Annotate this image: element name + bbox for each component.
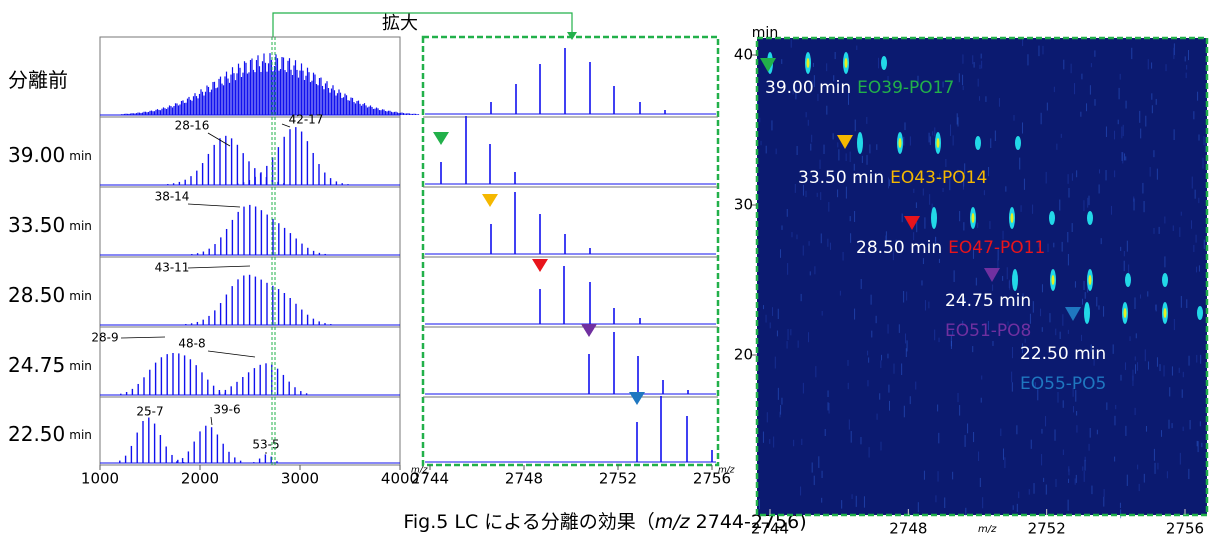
row-unit: min (69, 428, 92, 442)
spot-core (972, 213, 975, 223)
peak-arrow (208, 351, 255, 357)
spot (1012, 269, 1018, 291)
annotation-time: 39.00 min (765, 78, 851, 98)
spot (1197, 306, 1203, 320)
x-tick-label: 2752 (599, 470, 637, 488)
spot (881, 56, 887, 70)
caption: Fig.5 LC による分離の効果（m/z 2744-2756) (403, 511, 806, 533)
spot (857, 132, 863, 154)
row-unit: min (69, 289, 92, 303)
marker (532, 259, 548, 272)
spot (1162, 273, 1168, 287)
x-tick-label: 2748 (889, 520, 927, 537)
spot (1087, 211, 1093, 225)
y-tick-label: 40 (734, 46, 753, 64)
peak-label: 28-9 (91, 331, 118, 345)
peak-label: 38-14 (155, 190, 190, 204)
spot-core (845, 58, 848, 68)
row-time: 33.50 (8, 213, 65, 237)
annotation-time: 24.75 min (945, 291, 1031, 311)
x-label: m/z (978, 524, 997, 535)
peak-label: 39-6 (213, 403, 240, 417)
y-label: min (752, 25, 778, 41)
x-tick-label: 2744 (751, 520, 789, 537)
spot (1125, 273, 1131, 287)
row-unit: min (69, 359, 92, 373)
annotation-compound: EO55-PO5 (1020, 374, 1106, 394)
spot-core (1124, 308, 1127, 318)
middle-frame (423, 37, 718, 465)
peak-label: 43-11 (155, 261, 190, 275)
annotation-compound: EO43-PO14 (890, 168, 987, 188)
zoom-bracket (273, 13, 572, 38)
x-tick-label: 1000 (81, 470, 119, 488)
row-unit: min (69, 149, 92, 163)
annotation-time: 28.50 min (856, 238, 942, 258)
row-unit: min (69, 219, 92, 233)
y-tick-label: 20 (734, 346, 753, 364)
row-label: 分離前 (8, 68, 68, 92)
spot (1084, 302, 1090, 324)
x-tick-label: 2752 (1028, 520, 1066, 537)
x-tick-label: 2748 (505, 470, 543, 488)
row-time: 22.50 (8, 422, 65, 446)
caption-prefix: Fig.5 LC による分離の効果（ (403, 511, 654, 533)
x-tick-label: 2000 (181, 470, 219, 488)
spot (1049, 211, 1055, 225)
marker (482, 194, 498, 207)
row-time: 39.00 (8, 143, 65, 167)
peak-label: 42-17 (289, 113, 324, 127)
row-label: 24.75 min (8, 353, 92, 377)
x-unit: m/z (411, 466, 428, 476)
x-tick-label: 3000 (281, 470, 319, 488)
spot (975, 136, 981, 150)
row-label: 22.50 min (8, 422, 92, 446)
zoom-label: 拡大 (382, 13, 418, 34)
peak-arrow (188, 204, 240, 207)
marker (581, 324, 597, 337)
marker (629, 392, 645, 405)
spot-core (1164, 308, 1167, 318)
spot-core (899, 138, 902, 148)
caption-mz: m/z (655, 511, 691, 533)
row-label: 33.50 min (8, 213, 92, 237)
figure: 拡大 Fig.5 LC による分離の効果（m/z 2744-2756) 1000… (0, 0, 1211, 536)
spot-core (1089, 275, 1092, 285)
annotation-compound: EO39-PO17 (857, 78, 954, 98)
spot-core (1052, 275, 1055, 285)
annotation-time: 33.50 min (798, 168, 884, 188)
annotation-compound: EO47-PO11 (948, 238, 1045, 258)
peak-label: 53-5 (252, 438, 279, 452)
annotation-time: 22.50 min (1020, 344, 1106, 364)
spot-core (807, 58, 810, 68)
row-time: 分離前 (8, 68, 68, 92)
heatmap-bg (757, 38, 1207, 515)
peak-arrow (121, 337, 165, 338)
spot (1015, 136, 1021, 150)
spot (931, 207, 937, 229)
y-tick-label: 30 (734, 196, 753, 214)
marker (433, 132, 449, 145)
spot-core (1011, 213, 1014, 223)
annotation-compound: EO51-PO8 (945, 321, 1031, 341)
row-label: 39.00 min (8, 143, 92, 167)
peak-label: 28-16 (175, 119, 210, 133)
peak-arrow (208, 133, 230, 146)
row-time: 24.75 (8, 353, 65, 377)
page: 拡大 Fig.5 LC による分離の効果（m/z 2744-2756) 1000… (0, 0, 1211, 540)
peak-label: 48-8 (178, 337, 205, 351)
row-label: 28.50 min (8, 283, 92, 307)
peak-arrow (211, 417, 212, 425)
spot-core (937, 138, 940, 148)
x-unit: m/z (718, 466, 735, 476)
peak-arrow (188, 266, 250, 268)
x-tick-label: 2756 (1166, 520, 1204, 537)
row-time: 28.50 (8, 283, 65, 307)
